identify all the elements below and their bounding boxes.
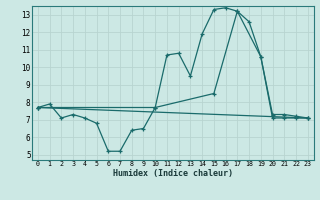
X-axis label: Humidex (Indice chaleur): Humidex (Indice chaleur) bbox=[113, 169, 233, 178]
